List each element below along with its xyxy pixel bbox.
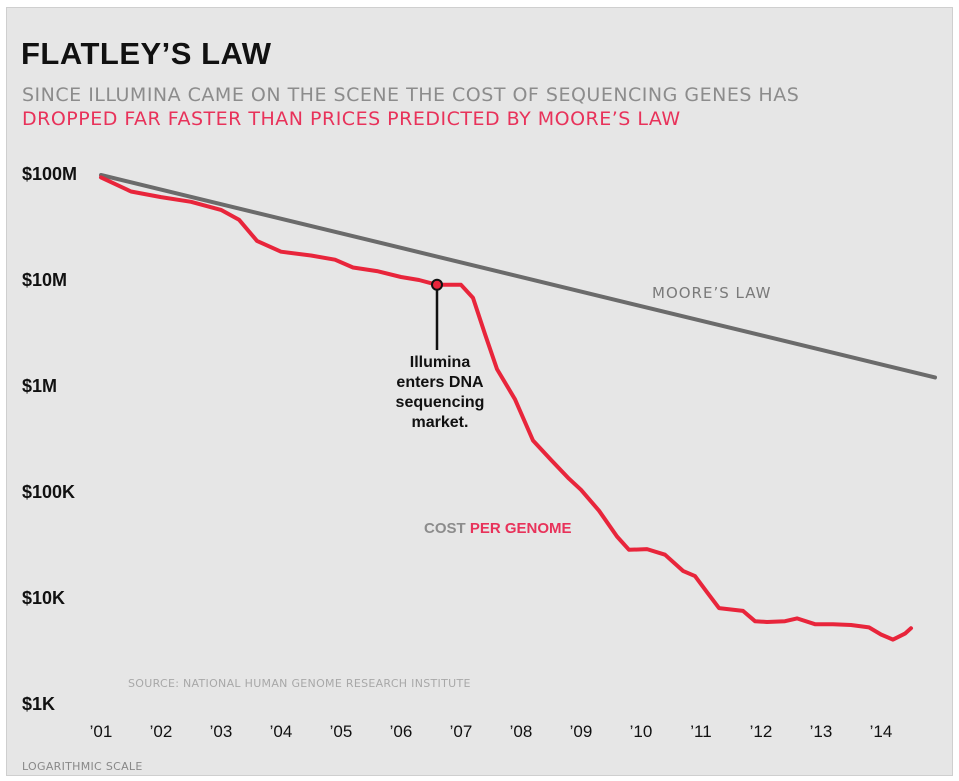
y-tick-label-1m: $1M: [22, 376, 58, 396]
chart-title: FLATLEY’S LAW: [21, 36, 272, 71]
annotation-line: enters DNA: [396, 374, 484, 391]
source-note: SOURCE: NATIONAL HUMAN GENOME RESEARCH I…: [128, 677, 471, 690]
cost-per-genome-series-label: COST PER GENOME: [424, 520, 572, 537]
x-tick-label: ’01: [89, 722, 113, 741]
x-tick-label: ’05: [329, 722, 353, 741]
cost-per-genome-line: [99, 175, 913, 642]
cost-label-part1: COST: [424, 520, 470, 537]
chart-subtitle-line2: DROPPED FAR FASTER THAN PRICES PREDICTED…: [22, 108, 681, 130]
x-tick-label: ’03: [209, 722, 233, 741]
x-tick-label: ’06: [389, 722, 413, 741]
cost-label-part2: PER GENOME: [469, 520, 572, 537]
x-tick-label: ’09: [569, 722, 593, 741]
moores-law-series-label: MOORE’S LAW: [652, 284, 772, 302]
annotation-marker: [431, 278, 443, 291]
illumina-annotation-text: Illumina enters DNA sequencing market.: [370, 353, 510, 433]
x-tick-label: ’11: [690, 722, 712, 741]
x-tick-label: ’12: [749, 722, 773, 741]
chart-frame: [6, 7, 953, 776]
y-tick-label-10k: $10K: [22, 588, 66, 608]
moores-law-line: [99, 173, 937, 380]
x-tick-label: ’07: [449, 722, 473, 741]
x-tick-label: ’04: [269, 722, 293, 741]
y-tick-label-10m: $10M: [22, 270, 68, 290]
chart-subtitle-line1: SINCE ILLUMINA CAME ON THE SCENE THE COS…: [22, 84, 800, 106]
annotation-line: market.: [411, 414, 469, 431]
annotation-line: sequencing: [395, 394, 485, 411]
annotation-line: Illumina: [409, 354, 471, 371]
y-tick-label-100m: $100M: [22, 164, 78, 184]
x-tick-label: ’08: [509, 722, 533, 741]
logarithmic-scale-note: LOGARITHMIC SCALE: [22, 760, 143, 773]
x-tick-label: ’14: [869, 722, 893, 741]
x-tick-label: ’10: [629, 722, 653, 741]
y-tick-label-100k: $100K: [22, 482, 76, 502]
x-tick-label: ’02: [149, 722, 173, 741]
y-tick-label-1k: $1K: [22, 694, 56, 714]
x-tick-label: ’13: [809, 722, 833, 741]
